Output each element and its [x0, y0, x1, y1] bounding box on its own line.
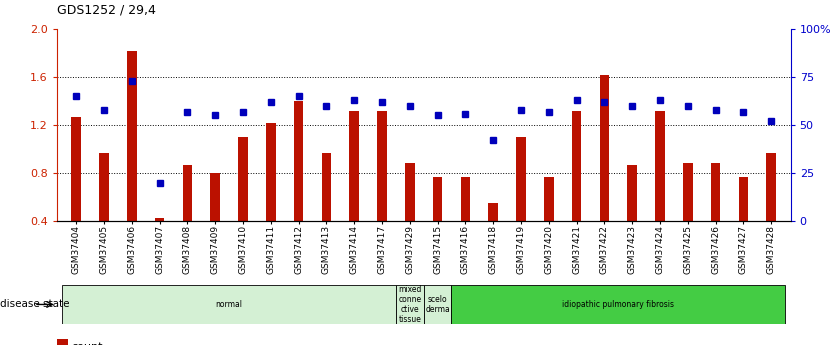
Text: mixed
conne
ctive
tissue: mixed conne ctive tissue: [398, 285, 421, 324]
Bar: [63, 285, 396, 324]
Text: GDS1252 / 29,4: GDS1252 / 29,4: [57, 3, 156, 17]
Bar: [766, 152, 776, 221]
Bar: [627, 165, 637, 221]
Bar: [183, 165, 192, 221]
Text: normal: normal: [215, 300, 243, 309]
Bar: [239, 137, 248, 221]
Bar: [683, 164, 692, 221]
Bar: [460, 177, 470, 221]
Bar: [451, 285, 785, 324]
Text: disease state: disease state: [0, 299, 69, 309]
Bar: [396, 285, 424, 324]
Bar: [99, 152, 108, 221]
Bar: [349, 111, 359, 221]
Bar: [433, 177, 442, 221]
Text: scelo
derma: scelo derma: [425, 295, 450, 314]
Text: count: count: [72, 342, 103, 345]
Bar: [544, 177, 554, 221]
Bar: [71, 117, 81, 221]
Bar: [294, 101, 304, 221]
Bar: [321, 152, 331, 221]
Bar: [572, 111, 581, 221]
Bar: [210, 173, 220, 221]
Bar: [154, 218, 164, 221]
Bar: [655, 111, 665, 221]
Bar: [739, 177, 748, 221]
Bar: [489, 203, 498, 221]
Bar: [127, 51, 137, 221]
Bar: [600, 75, 609, 221]
Text: idiopathic pulmonary fibrosis: idiopathic pulmonary fibrosis: [562, 300, 674, 309]
Bar: [405, 164, 414, 221]
Bar: [266, 123, 276, 221]
Bar: [516, 137, 525, 221]
Bar: [711, 164, 721, 221]
Bar: [424, 285, 451, 324]
Bar: [377, 111, 387, 221]
